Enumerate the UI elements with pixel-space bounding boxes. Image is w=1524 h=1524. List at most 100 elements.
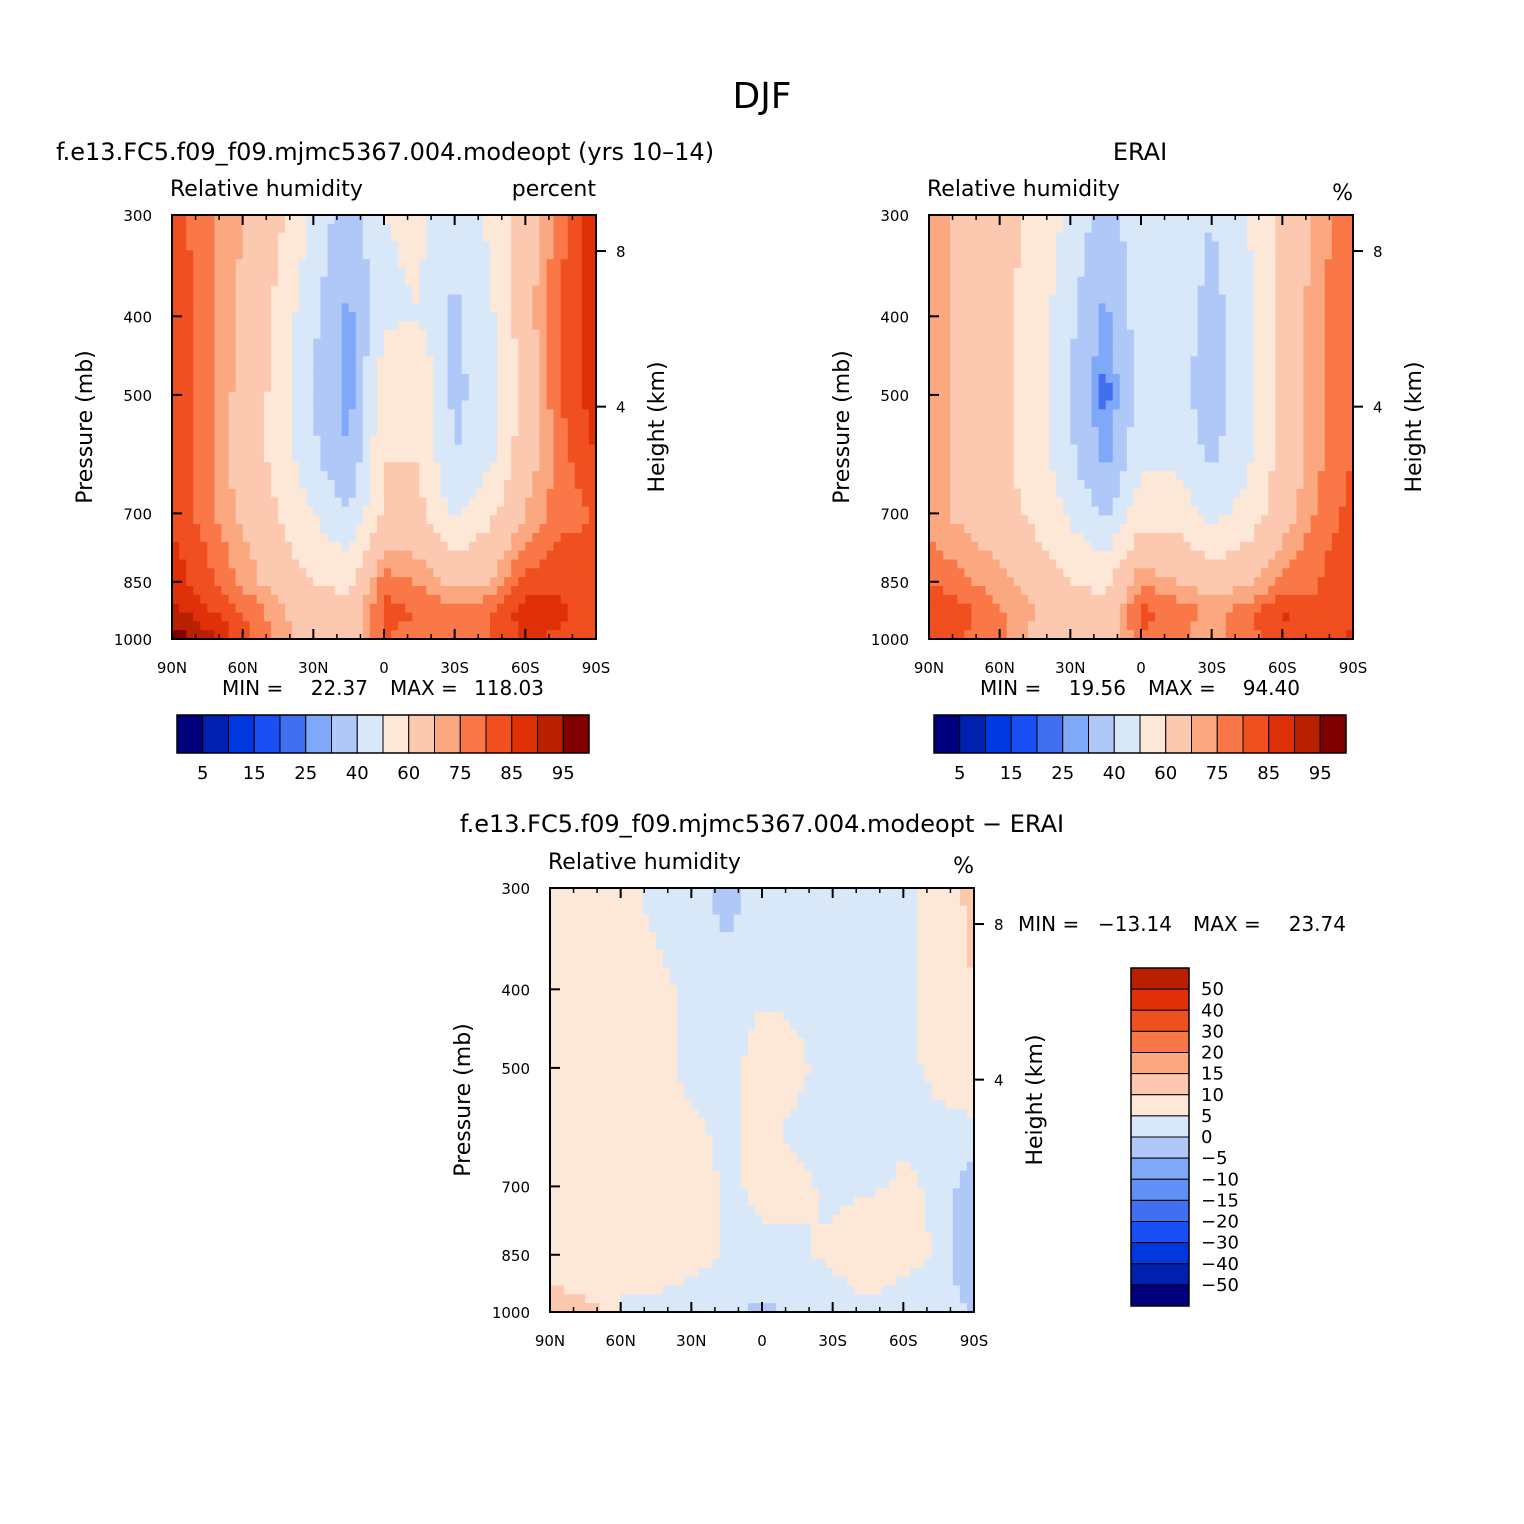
heatmap-cell (525, 488, 533, 499)
heatmap-cell (1176, 435, 1184, 446)
heatmap-cell (1218, 497, 1227, 508)
heatmap-cell (978, 215, 987, 225)
heatmap-cell (1268, 400, 1276, 410)
heatmap-cell (532, 550, 541, 561)
heatmap-cell (355, 409, 364, 419)
heatmap-cell (1112, 462, 1121, 472)
heatmap-cell (376, 312, 385, 322)
heatmap-cell (546, 480, 555, 490)
heatmap-cell (1119, 321, 1128, 331)
heatmap-cell (193, 488, 201, 499)
heatmap-cell (1254, 347, 1262, 357)
heatmap-cell (179, 427, 187, 437)
heatmap-cell (532, 223, 541, 234)
heatmap-cell (362, 276, 371, 287)
heatmap-cell (292, 577, 300, 587)
heatmap-cell (1197, 444, 1206, 455)
heatmap-cell (200, 444, 208, 455)
heatmap-cell (179, 285, 187, 296)
heatmap-cell (1317, 365, 1326, 375)
heatmap-cell (532, 497, 541, 508)
heatmap-cell (950, 294, 958, 304)
heatmap-cell (525, 241, 533, 251)
heatmap-cell (1310, 400, 1319, 410)
heatmap-cell (943, 285, 951, 296)
heatmap-cell (1084, 444, 1093, 455)
heatmap-cell (461, 603, 470, 614)
heatmap-cell (943, 480, 951, 490)
heatmap-cell (1211, 250, 1220, 260)
heatmap-cell (391, 259, 399, 269)
heatmap-cell (1049, 365, 1057, 375)
heatmap-cell (539, 435, 548, 446)
heatmap-cell (433, 462, 442, 472)
heatmap-cell (1211, 259, 1220, 269)
heatmap-cell (320, 488, 329, 499)
heatmap-cell (405, 329, 413, 340)
heatmap-cell (454, 559, 463, 569)
heatmap-cell (1338, 427, 1347, 437)
heatmap-cell (447, 462, 456, 472)
heatmap-cell (1338, 215, 1347, 225)
heatmap-cell (256, 250, 265, 260)
heatmap-cell (1303, 462, 1312, 472)
heatmap-cell (278, 586, 286, 596)
heatmap-cell (405, 488, 413, 499)
heatmap-cell (362, 259, 371, 269)
heatmap-cell (299, 391, 307, 402)
heatmap-cell (1345, 223, 1354, 234)
heatmap-cell (1133, 347, 1142, 357)
heatmap-cell (482, 559, 491, 569)
heatmap-cell (929, 259, 937, 269)
heatmap-cell (1204, 391, 1213, 402)
heatmap-cell (1035, 444, 1043, 455)
heatmap-cell (1254, 471, 1262, 481)
heatmap-cell (525, 621, 533, 631)
heatmap-cell (313, 382, 321, 393)
heatmap-cell (1091, 480, 1100, 490)
heatmap-cell (1183, 471, 1192, 481)
heatmap-cell (511, 586, 519, 596)
heatmap-cell (398, 329, 406, 340)
heatmap-cell (1112, 338, 1121, 349)
heatmap-cell (475, 594, 484, 605)
heatmap-cell (1268, 409, 1276, 419)
heatmap-cell (398, 480, 406, 490)
heatmap-cell (1169, 250, 1177, 260)
heatmap-cell (376, 303, 385, 313)
heatmap-cell (278, 621, 286, 631)
heatmap-cell (1232, 400, 1241, 410)
heatmap-cell (278, 365, 286, 375)
heatmap-cell (1345, 488, 1354, 499)
heatmap-cell (1133, 462, 1142, 472)
heatmap-cell (1027, 453, 1036, 463)
heatmap-cell (581, 435, 590, 446)
heatmap-cell (362, 356, 371, 366)
heatmap-cell (1211, 497, 1220, 508)
heatmap-cell (207, 321, 215, 331)
heatmap-cell (1197, 303, 1206, 313)
heatmap-cell (1056, 471, 1064, 481)
heatmap-cell (1183, 382, 1192, 393)
heatmap-cell (384, 418, 392, 428)
heatmap-cell (1133, 418, 1142, 428)
heatmap-cell (943, 215, 951, 225)
heatmap-cell (525, 215, 533, 225)
heatmap-cell (186, 409, 194, 419)
heatmap-cell (482, 612, 491, 622)
heatmap-cell (461, 382, 470, 393)
heatmap-cell (1155, 250, 1163, 260)
heatmap-cell (1084, 303, 1093, 313)
heatmap-cell (1338, 303, 1347, 313)
heatmap-cell (539, 533, 548, 543)
heatmap-cell (440, 488, 449, 499)
heatmap-cell (1211, 488, 1220, 499)
heatmap-cell (334, 524, 343, 534)
heatmap-cell (1218, 329, 1227, 340)
heatmap-cell (490, 541, 498, 552)
heatmap-cell (327, 515, 336, 525)
heatmap-cell (475, 382, 484, 393)
heatmap-cell (1056, 215, 1064, 225)
heatmap-cell (567, 374, 576, 384)
heatmap-cell (419, 577, 427, 587)
